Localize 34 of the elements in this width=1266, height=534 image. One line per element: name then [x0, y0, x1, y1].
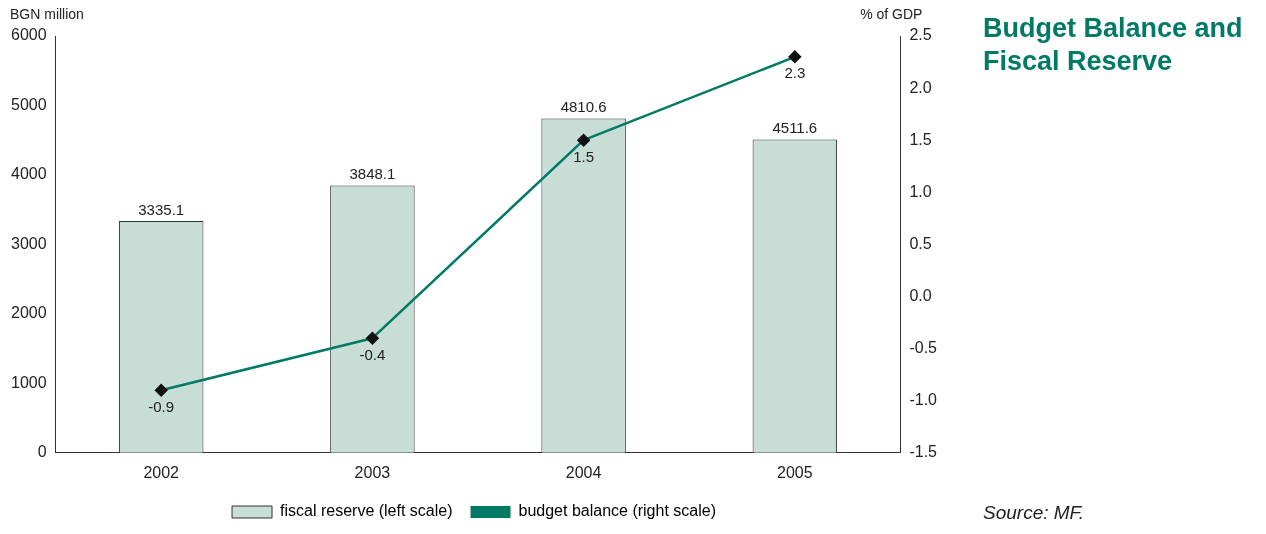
x-tick-label: 2005 [777, 463, 813, 481]
y-tick-label: 6000 [11, 26, 47, 44]
y2-tick-label: 0.5 [909, 234, 932, 252]
legend-label: fiscal reserve (left scale) [280, 502, 453, 520]
y2-tick-label: -1.5 [909, 443, 938, 461]
y-axis-title: BGN million [10, 5, 84, 22]
text: Budget Balance and Fiscal Reserve [983, 12, 1244, 78]
legend-label: budget balance (right scale) [518, 502, 716, 520]
y-tick-label: 3000 [11, 234, 47, 252]
y2-tick-label: -1.0 [909, 391, 938, 409]
source-note: Source: MF. [983, 502, 1085, 524]
data-label: -0.4 [359, 345, 386, 363]
data-label: 3848.1 [349, 165, 396, 183]
y2-tick-label: 2.0 [909, 78, 932, 96]
data-label: 2.3 [784, 64, 806, 82]
data-label: 4511.6 [772, 119, 818, 137]
data-label: 3335.1 [138, 200, 185, 218]
y2-tick-label: 1.5 [909, 130, 932, 148]
y2-tick-label: 0.0 [909, 286, 932, 304]
x-tick-label: 2002 [143, 463, 180, 481]
data-label: 1.5 [573, 147, 595, 165]
y2-tick-label: -0.5 [909, 339, 938, 357]
y-tick-label: 4000 [11, 165, 47, 183]
x-tick-label: 2004 [565, 463, 602, 481]
x-tick-label: 2003 [354, 463, 391, 481]
y2-tick-label: 1.0 [909, 182, 932, 200]
y2-axis-title: % of GDP [860, 5, 923, 22]
y-tick-label: 0 [37, 443, 47, 461]
data-label: -0.9 [148, 397, 175, 415]
data-label: 4810.6 [560, 98, 607, 116]
y2-tick-label: 2.5 [909, 26, 932, 44]
y-tick-label: 2000 [11, 304, 47, 322]
y-tick-label: 5000 [11, 95, 47, 113]
y-tick-label: 1000 [11, 373, 47, 391]
